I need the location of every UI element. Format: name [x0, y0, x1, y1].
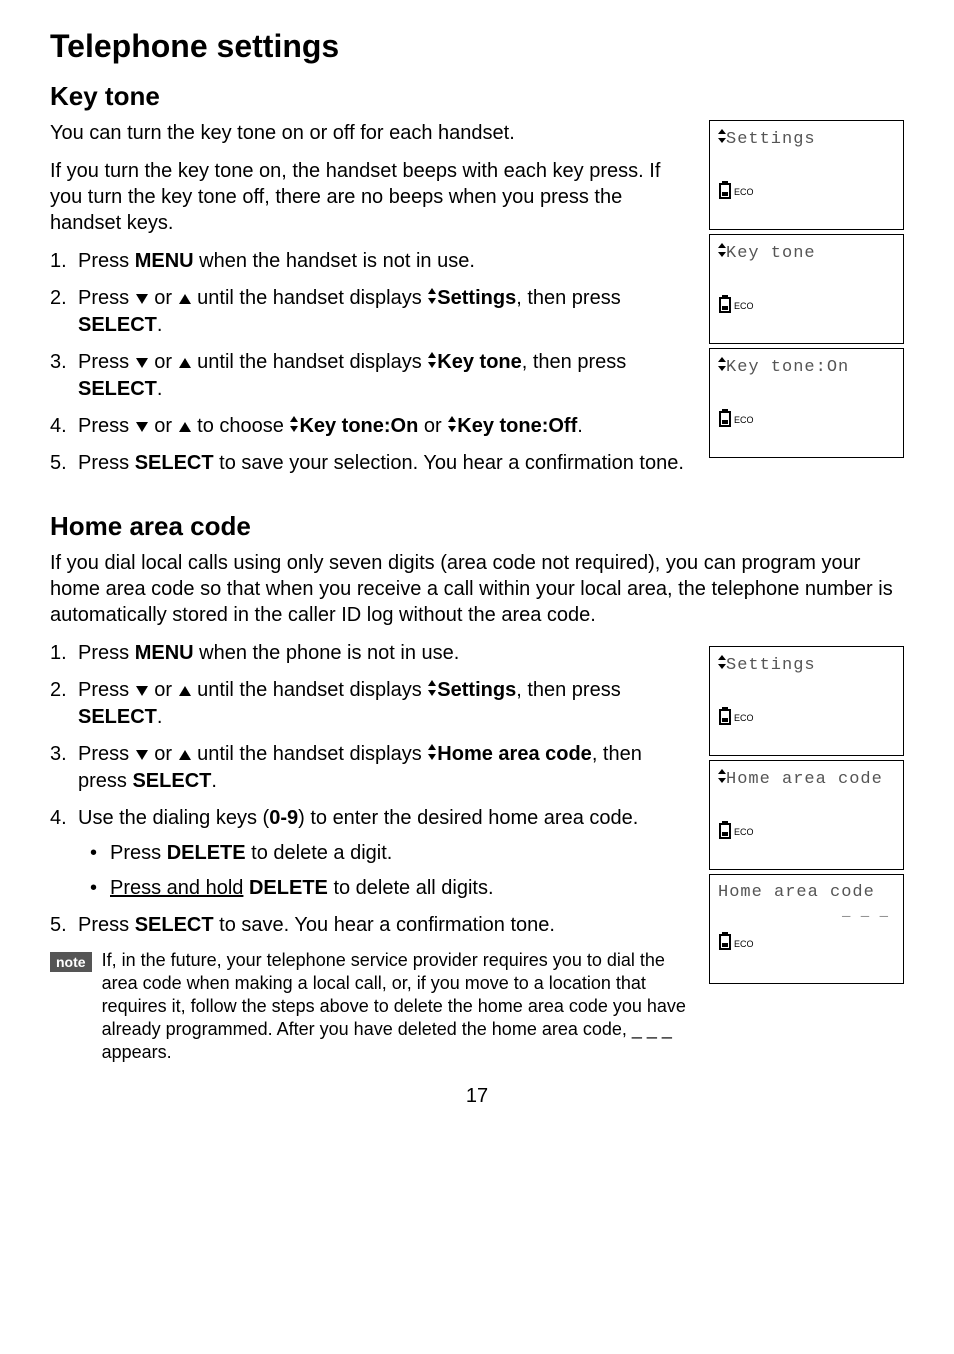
updown-icon	[447, 416, 457, 437]
updown-icon	[289, 416, 299, 437]
section-key-tone-title: Key tone	[50, 81, 904, 112]
eco-label: ECO	[734, 415, 754, 425]
up-arrow-icon	[178, 749, 192, 761]
step-4: Use the dialing keys (0-9) to enter the …	[50, 805, 689, 902]
eco-label: ECO	[734, 713, 754, 723]
battery-icon	[718, 821, 732, 844]
key-tone-intro1: You can turn the key tone on or off for …	[50, 120, 689, 146]
lcd-screen-home-area: Home area code ECO	[709, 760, 904, 870]
updown-icon	[427, 744, 437, 765]
eco-label: ECO	[734, 187, 754, 197]
updown-icon	[427, 288, 437, 309]
home-area-steps: Press MENU when the phone is not in use.…	[50, 640, 689, 939]
step-1: Press MENU when the phone is not in use.	[50, 640, 689, 667]
battery-icon	[718, 707, 732, 730]
down-arrow-icon	[135, 357, 149, 369]
down-arrow-icon	[135, 421, 149, 433]
step-3: Press or until the handset displays Key …	[50, 349, 689, 403]
updown-icon	[427, 352, 437, 373]
step-5: Press SELECT to save your selection. You…	[50, 450, 689, 477]
updown-icon	[718, 357, 726, 376]
note-badge: note	[50, 952, 92, 972]
step-4: Press or to choose Key tone:On or Key to…	[50, 413, 689, 440]
lcd-screen-settings: Settings ECO	[709, 646, 904, 756]
bullet-2: Press and hold DELETE to delete all digi…	[82, 875, 689, 902]
up-arrow-icon	[178, 357, 192, 369]
home-area-intro: If you dial local calls using only seven…	[50, 550, 904, 628]
step-2: Press or until the handset displays Sett…	[50, 677, 689, 731]
battery-icon	[718, 181, 732, 204]
eco-label: ECO	[734, 301, 754, 311]
up-arrow-icon	[178, 421, 192, 433]
page-title: Telephone settings	[50, 28, 904, 65]
step-1: Press MENU when the handset is not in us…	[50, 248, 689, 275]
lcd-screen-home-area-entry: Home area code _ _ _ ECO	[709, 874, 904, 984]
key-tone-intro2: If you turn the key tone on, the handset…	[50, 158, 689, 236]
section-home-area-title: Home area code	[50, 511, 904, 542]
eco-label: ECO	[734, 827, 754, 837]
down-arrow-icon	[135, 749, 149, 761]
step-5: Press SELECT to save. You hear a confirm…	[50, 912, 689, 939]
eco-label: ECO	[734, 939, 754, 949]
bullet-1: Press DELETE to delete a digit.	[82, 840, 689, 867]
page-number: 17	[0, 1085, 954, 1108]
lcd-screen-keytone: Key tone ECO	[709, 234, 904, 344]
battery-icon	[718, 295, 732, 318]
lcd-screen-settings: Settings ECO	[709, 120, 904, 230]
down-arrow-icon	[135, 293, 149, 305]
step-3: Press or until the handset displays Home…	[50, 741, 689, 795]
battery-icon	[718, 932, 732, 955]
up-arrow-icon	[178, 293, 192, 305]
note-text: If, in the future, your telephone servic…	[102, 949, 689, 1064]
lcd-screen-keytone-on: Key tone:On ECO	[709, 348, 904, 458]
updown-icon	[718, 769, 726, 788]
step-2: Press or until the handset displays Sett…	[50, 285, 689, 339]
updown-icon	[718, 243, 726, 262]
up-arrow-icon	[178, 685, 192, 697]
battery-icon	[718, 409, 732, 432]
updown-icon	[718, 129, 726, 148]
updown-icon	[427, 680, 437, 701]
updown-icon	[718, 655, 726, 674]
key-tone-steps: Press MENU when the handset is not in us…	[50, 248, 689, 477]
down-arrow-icon	[135, 685, 149, 697]
note-box: note If, in the future, your telephone s…	[50, 949, 689, 1064]
